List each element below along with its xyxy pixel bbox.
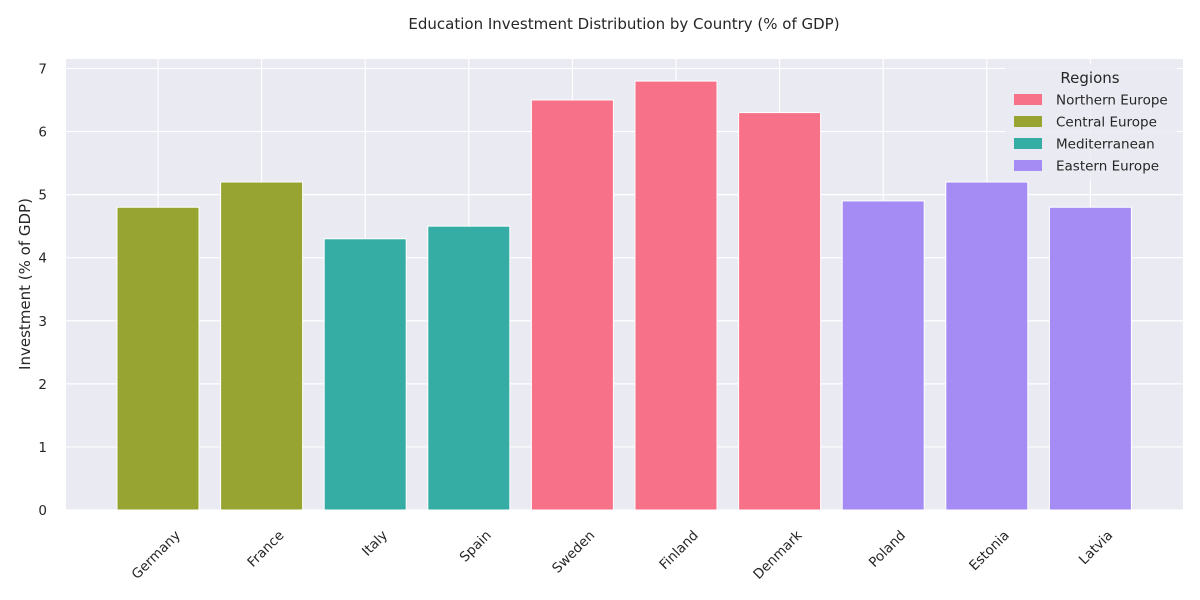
legend: Regions Northern Europe Central Europe Med… <box>1005 64 1177 180</box>
y-tick-label: 3 <box>38 314 47 330</box>
legend-swatch <box>1014 160 1042 171</box>
y-tick-label: 0 <box>38 503 47 519</box>
bar-spain <box>427 225 511 511</box>
y-tick-label: 6 <box>38 125 47 141</box>
y-tick-label: 4 <box>38 251 47 267</box>
bar-france <box>220 181 304 511</box>
y-axis-ticks: 0 1 2 3 4 5 6 7 <box>38 61 47 519</box>
bar-finland <box>634 80 718 511</box>
bar-estonia <box>945 181 1029 511</box>
legend-label: Central Europe <box>1056 115 1157 131</box>
bars <box>116 80 1132 511</box>
y-tick-label: 7 <box>38 61 47 77</box>
legend-title: Regions <box>1060 69 1119 87</box>
legend-items: Northern Europe Central Europe Mediterrane… <box>1014 93 1168 175</box>
legend-label: Northern Europe <box>1056 93 1168 109</box>
chart-title: Education Investment Distribution by Cou… <box>408 15 839 33</box>
y-tick-label: 5 <box>38 188 47 204</box>
legend-label: Eastern Europe <box>1056 159 1159 175</box>
legend-label: Mediterranean <box>1056 137 1155 153</box>
y-tick-label: 1 <box>38 440 47 456</box>
bar-italy <box>323 238 407 511</box>
bar-sweden <box>530 99 614 511</box>
legend-swatch <box>1014 94 1042 105</box>
bar-germany <box>116 206 200 511</box>
legend-swatch <box>1014 138 1042 149</box>
legend-swatch <box>1014 116 1042 127</box>
y-tick-label: 2 <box>38 377 47 393</box>
y-axis-label: Investment (% of GDP) <box>16 198 34 370</box>
bar-latvia <box>1048 206 1132 511</box>
bar-poland <box>841 200 925 511</box>
bar-denmark <box>738 112 822 511</box>
